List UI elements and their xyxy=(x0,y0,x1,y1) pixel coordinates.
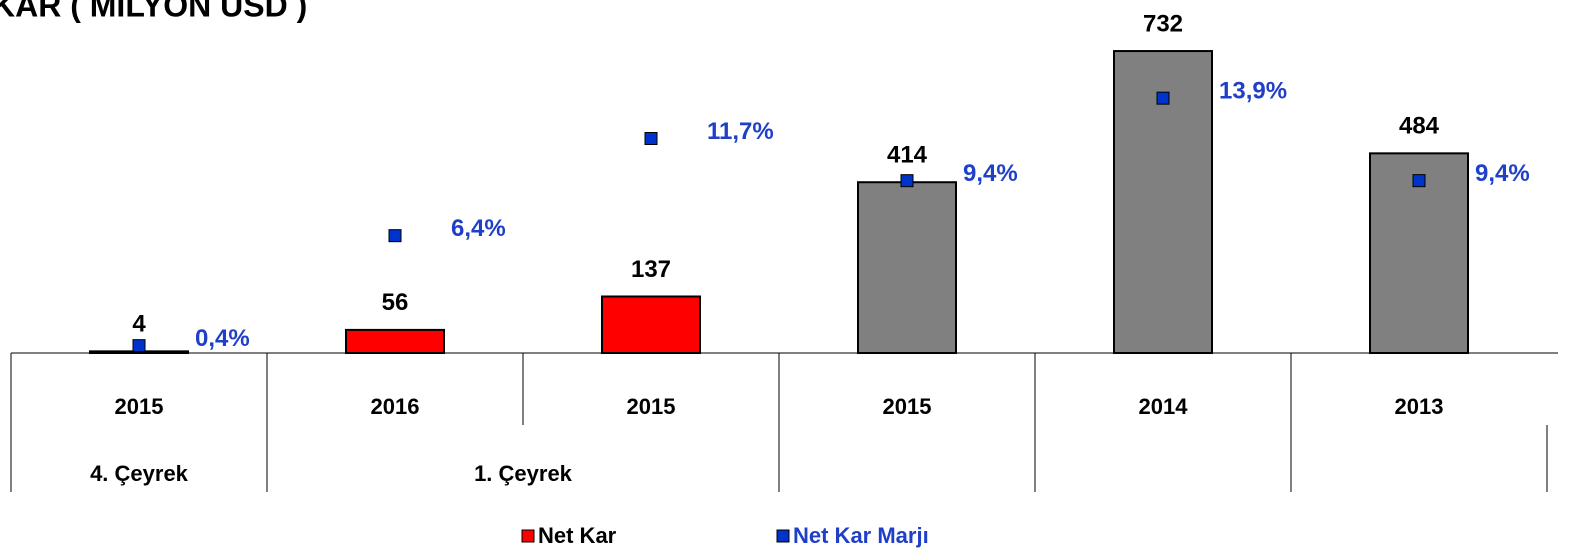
legend-swatch xyxy=(776,529,790,543)
bar xyxy=(857,181,957,354)
legend-label: Net Kar xyxy=(538,523,617,548)
data-label: 11,7% xyxy=(707,118,774,145)
data-label: 414 xyxy=(887,142,928,169)
x-tick-label: 2015 xyxy=(115,394,164,419)
data-label: 137 xyxy=(631,256,671,283)
x-tick-label: 2014 xyxy=(1139,394,1189,419)
legend-swatch xyxy=(521,529,535,543)
x-tick-label: 2016 xyxy=(371,394,420,419)
data-label: 6,4% xyxy=(451,215,506,242)
bar xyxy=(601,295,701,354)
x-tick-label: 2015 xyxy=(883,394,932,419)
data-label: 13,9% xyxy=(1219,78,1287,105)
data-label: 9,4% xyxy=(963,160,1018,187)
marker xyxy=(388,229,402,243)
marker xyxy=(900,174,914,188)
data-label: 56 xyxy=(382,289,409,316)
marker xyxy=(644,132,658,145)
bar xyxy=(345,328,445,354)
marker xyxy=(1156,91,1170,105)
data-label: 4 xyxy=(132,311,146,338)
x-tick-label: 2015 xyxy=(627,394,676,419)
group-label: 4. Çeyrek xyxy=(90,461,189,486)
data-label: 9,4% xyxy=(1475,160,1530,187)
chart-title: KAR ( MİLYON USD ) xyxy=(0,0,307,23)
data-label: 732 xyxy=(1143,10,1183,37)
data-label: 0,4% xyxy=(195,325,250,352)
data-label: 484 xyxy=(1399,113,1440,140)
x-tick-label: 2013 xyxy=(1395,394,1444,419)
group-label: 1. Çeyrek xyxy=(474,461,573,486)
legend-label: Net Kar Marjı xyxy=(793,523,929,548)
marker xyxy=(1412,174,1426,188)
marker xyxy=(132,339,146,353)
